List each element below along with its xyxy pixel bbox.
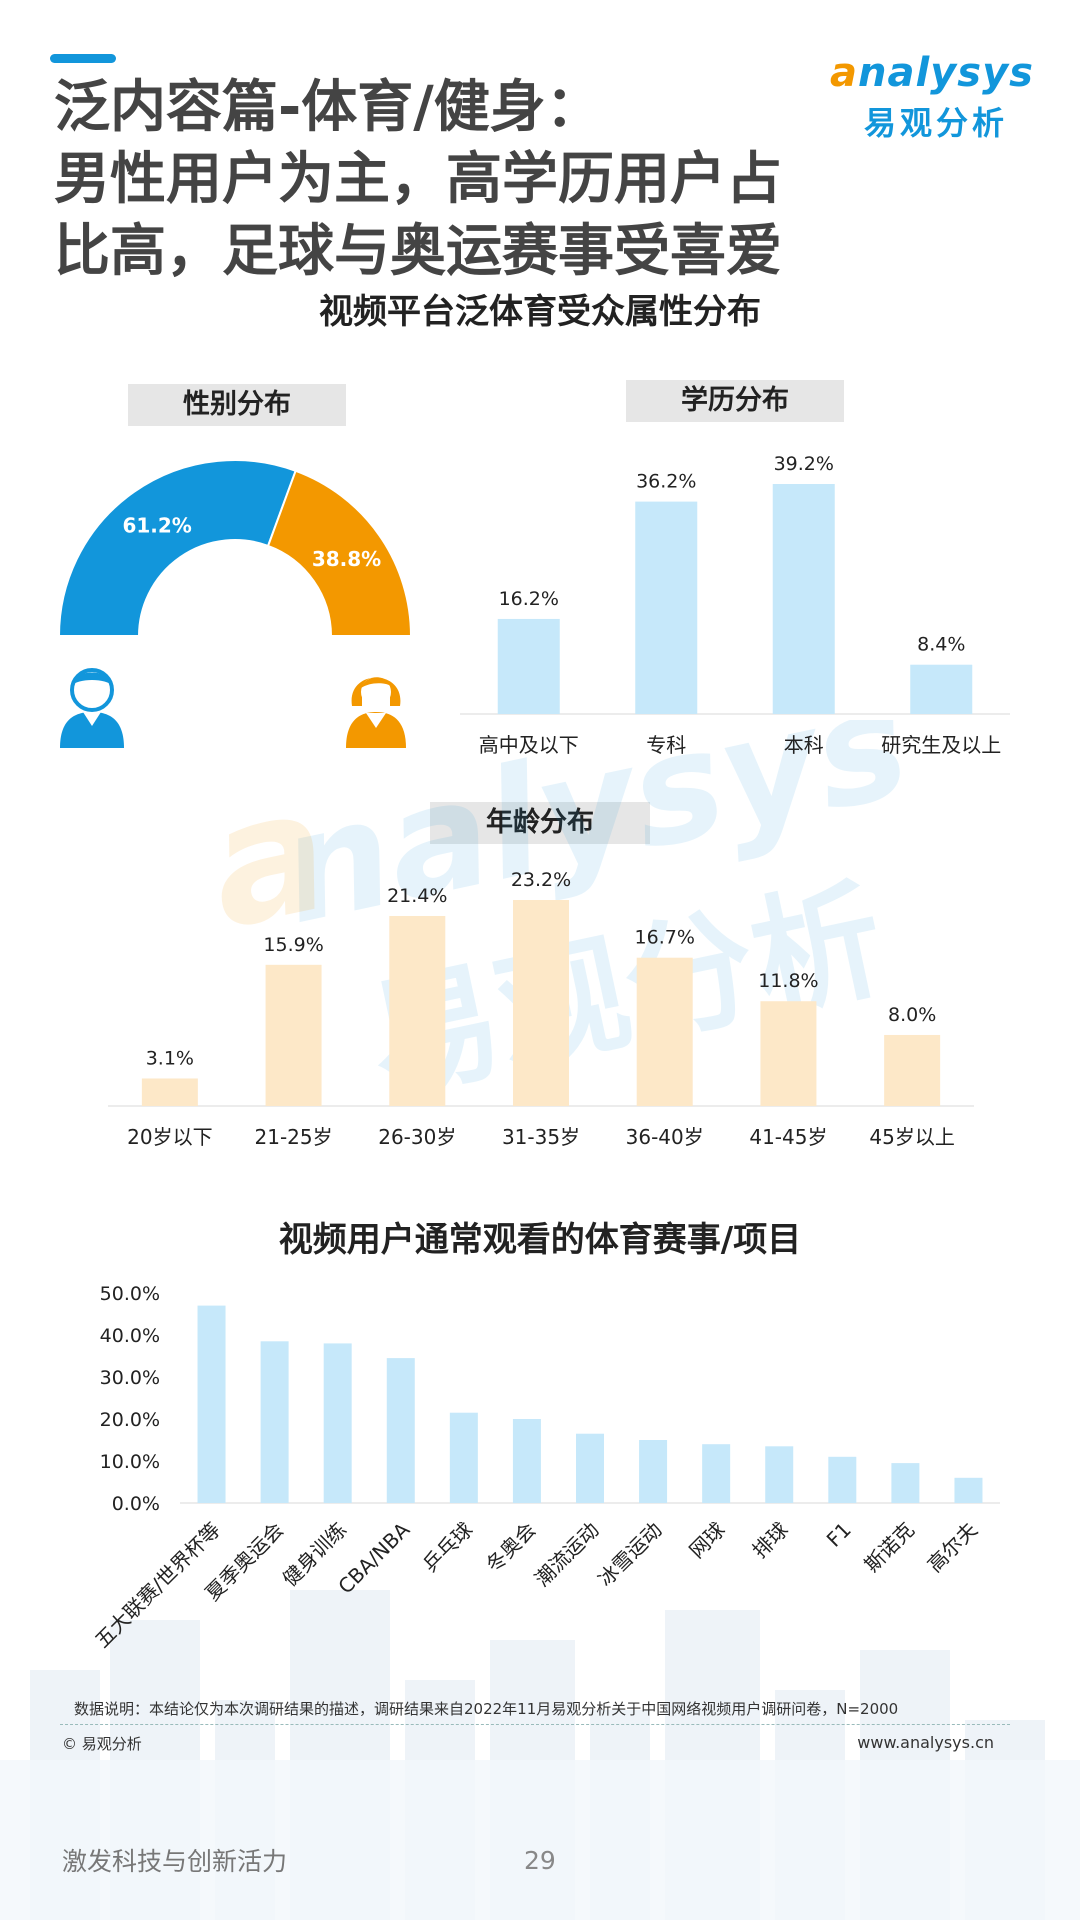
edu-chart-bar bbox=[910, 664, 973, 714]
education-bar-chart: 16.2% 高中及以下 36.2% 专科 39.2% 本科 8.4% 研究生及以上 bbox=[460, 453, 1010, 757]
events-category-label: 斯诺克 bbox=[860, 1518, 919, 1577]
age-chart-value-label: 21.4% bbox=[387, 885, 447, 907]
events-category-label: 排球 bbox=[748, 1518, 793, 1563]
events-category-label: F1 bbox=[822, 1518, 856, 1552]
slogan: 激发科技与创新活力 bbox=[62, 1847, 288, 1876]
education-chart-title: 学历分布 bbox=[626, 380, 844, 422]
gender-slice-1 bbox=[266, 469, 413, 637]
age-chart-category-label: 20岁以下 bbox=[127, 1125, 212, 1149]
section-title-audience: 视频平台泛体育受众属性分布 bbox=[319, 292, 761, 332]
events-category-label: 冬奥会 bbox=[481, 1518, 540, 1577]
male-user-icon bbox=[60, 668, 124, 748]
age-chart-value-label: 11.8% bbox=[758, 970, 818, 992]
events-bar bbox=[323, 1343, 352, 1503]
events-bar bbox=[702, 1444, 731, 1503]
events-bar bbox=[197, 1305, 226, 1503]
age-chart-value-label: 16.7% bbox=[635, 927, 695, 949]
events-category-label: 潮流运动 bbox=[530, 1518, 604, 1592]
events-ytick-label: 20.0% bbox=[100, 1409, 160, 1431]
copyright: © 易观分析 bbox=[62, 1735, 142, 1753]
sports-events-bar-chart: 0.0%10.0%20.0%30.0%40.0%50.0%五大联赛/世界杯等夏季… bbox=[90, 1283, 1000, 1652]
section-title-events: 视频用户通常观看的体育赛事/项目 bbox=[278, 1220, 802, 1260]
charts-canvas: 61.2% 38.8% 16.2% 高中及以下 36.2% 专科 39.2% 本科 8.4% 研… bbox=[57, 453, 1010, 1652]
edu-chart-bar bbox=[635, 501, 698, 714]
events-bar bbox=[765, 1446, 794, 1503]
footer-divider bbox=[60, 1724, 1010, 1725]
title-line-2: 男性用户为主，高学历用户占 bbox=[54, 147, 782, 212]
age-chart-bar bbox=[760, 1001, 817, 1106]
logo-wordmark: analysys bbox=[830, 50, 1034, 96]
events-ytick-label: 0.0% bbox=[112, 1493, 160, 1515]
website-link[interactable]: www.analysys.cn bbox=[857, 1733, 994, 1752]
events-bar bbox=[639, 1440, 668, 1503]
age-chart-bar bbox=[389, 915, 446, 1106]
edu-chart-bar bbox=[497, 618, 560, 714]
age-chart-category-label: 31-35岁 bbox=[502, 1125, 580, 1149]
analysys-logo: analysys 易观分析 bbox=[830, 50, 1033, 142]
events-category-label: 冰雪运动 bbox=[593, 1518, 667, 1592]
age-chart-value-label: 15.9% bbox=[263, 934, 323, 956]
gender-donut-chart: 61.2% 38.8% bbox=[57, 459, 413, 637]
events-bar bbox=[954, 1477, 983, 1503]
age-chart-category-label: 45岁以上 bbox=[869, 1125, 954, 1149]
page-number: 29 bbox=[524, 1846, 556, 1875]
age-chart-value-label: 3.1% bbox=[146, 1047, 194, 1069]
events-bar bbox=[386, 1358, 415, 1503]
age-chart-value-label: 8.0% bbox=[888, 1004, 936, 1026]
gender-slice-0 bbox=[57, 459, 297, 637]
city-skyline-background bbox=[0, 1590, 1080, 1920]
accent-bar bbox=[50, 54, 116, 63]
edu-chart-bar bbox=[772, 484, 835, 714]
age-chart-category-label: 21-25岁 bbox=[255, 1125, 333, 1149]
events-bar bbox=[512, 1419, 541, 1503]
events-category-label: 乒乓球 bbox=[418, 1518, 477, 1577]
age-chart-bar bbox=[636, 957, 693, 1106]
events-bar bbox=[891, 1463, 920, 1503]
age-chart-value-label: 23.2% bbox=[511, 869, 571, 891]
edu-chart-value-label: 8.4% bbox=[917, 634, 965, 656]
page-title: 泛内容篇-体育/健身： 男性用户为主，高学历用户占 比高，足球与奥运赛事受喜爱 bbox=[54, 72, 782, 288]
age-chart-bar bbox=[141, 1078, 198, 1106]
events-ytick-label: 30.0% bbox=[100, 1367, 160, 1389]
events-bar bbox=[828, 1456, 857, 1503]
events-ytick-label: 10.0% bbox=[100, 1451, 160, 1473]
events-category-label: 高尔夫 bbox=[923, 1518, 982, 1577]
title-line-3: 比高，足球与奥运赛事受喜爱 bbox=[54, 219, 782, 284]
age-chart-bar bbox=[265, 964, 322, 1106]
data-note: 数据说明：本结论仅为本次调研结果的描述，调研结果来自2022年11月易观分析关于… bbox=[74, 1700, 899, 1718]
edu-chart-category-label: 专科 bbox=[646, 733, 686, 757]
events-bar bbox=[576, 1433, 604, 1503]
age-chart-category-label: 26-30岁 bbox=[378, 1125, 456, 1149]
title-line-1: 泛内容篇-体育/健身： bbox=[54, 75, 602, 140]
gender-chart-title: 性别分布 bbox=[128, 384, 346, 426]
female-user-icon bbox=[346, 677, 406, 748]
events-category-label: 网球 bbox=[684, 1518, 729, 1563]
events-ytick-label: 40.0% bbox=[100, 1325, 160, 1347]
edu-chart-category-label: 研究生及以上 bbox=[881, 733, 1001, 757]
events-bar bbox=[449, 1412, 478, 1503]
edu-chart-category-label: 本科 bbox=[784, 733, 824, 757]
age-chart-bar bbox=[884, 1034, 941, 1106]
edu-chart-category-label: 高中及以下 bbox=[479, 733, 579, 757]
age-bar-chart: 3.1% 20岁以下 15.9% 21-25岁 21.4% 26-30岁 23.2% 31-3… bbox=[108, 869, 974, 1149]
edu-chart-value-label: 16.2% bbox=[499, 588, 559, 610]
events-bar bbox=[260, 1341, 289, 1503]
edu-chart-value-label: 39.2% bbox=[774, 453, 834, 475]
gender-slice-label-0: 61.2% bbox=[122, 513, 191, 537]
age-chart-bar bbox=[513, 900, 569, 1106]
gender-slice-label-1: 38.8% bbox=[312, 547, 381, 571]
edu-chart-value-label: 36.2% bbox=[636, 471, 696, 493]
events-ytick-label: 50.0% bbox=[100, 1283, 160, 1305]
age-chart-category-label: 41-45岁 bbox=[749, 1125, 827, 1149]
age-chart-title: 年龄分布 bbox=[430, 802, 650, 844]
age-chart-category-label: 36-40岁 bbox=[626, 1125, 704, 1149]
logo-chinese: 易观分析 bbox=[864, 104, 1009, 142]
